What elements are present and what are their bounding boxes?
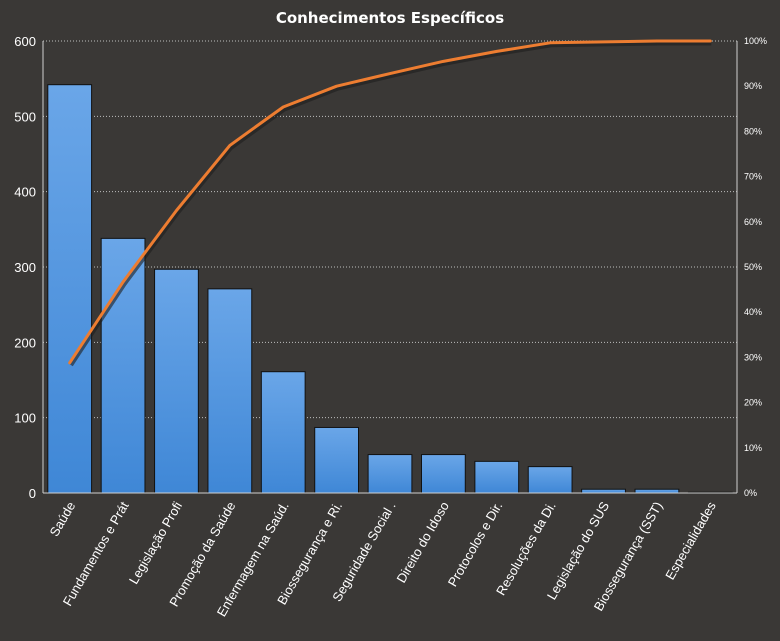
- y2-tick-label: 40%: [744, 307, 762, 317]
- y2-tick-label: 60%: [744, 217, 762, 227]
- x-tick-label: Saúde: [47, 499, 79, 539]
- chart-title: Conhecimentos Específicos: [276, 9, 504, 27]
- bars: [47, 84, 733, 494]
- cumulative-line-shadow: [68, 40, 712, 367]
- y2-tick-label: 20%: [744, 398, 762, 408]
- x-tick-label: Legislação Profi: [126, 499, 185, 587]
- x-tick-label: Protocolos e Dir.: [445, 499, 506, 589]
- y2-tick-label: 30%: [744, 352, 762, 362]
- bar: [474, 460, 520, 494]
- y2-tick-label: 100%: [744, 36, 767, 46]
- y-tick-label: 600: [14, 34, 36, 49]
- bar: [260, 371, 306, 494]
- cumulative-percentage-line: [68, 39, 712, 365]
- y-tick-label: 100: [14, 411, 36, 426]
- y2-tick-label: 90%: [744, 81, 762, 91]
- y-tick-label: 0: [29, 486, 36, 501]
- bar: [527, 466, 573, 494]
- y2-tick-label: 50%: [744, 262, 762, 272]
- bar: [367, 454, 413, 494]
- y2-tick-label: 70%: [744, 172, 762, 182]
- bar: [207, 288, 253, 494]
- y-tick-label: 400: [14, 185, 36, 200]
- bar: [100, 237, 146, 494]
- grid-lines: [43, 40, 737, 419]
- y-axis-secondary: 0% 10% 20% 30% 40% 50% 60% 70% 80% 90% 100%: [736, 36, 767, 498]
- x-tick-label: Especialidades: [662, 499, 719, 583]
- bar: [634, 488, 680, 494]
- bar: [420, 454, 466, 494]
- y-tick-label: 200: [14, 335, 36, 350]
- bar: [581, 488, 626, 494]
- y2-tick-label: 0%: [744, 488, 757, 498]
- y-tick-label: 300: [14, 260, 36, 275]
- bar: [154, 268, 199, 494]
- y2-tick-label: 10%: [744, 443, 762, 453]
- y-axis-primary: 0 100 200 300 400 500 600: [14, 34, 44, 501]
- bar: [47, 84, 93, 494]
- x-tick-label: Direito do Idoso: [393, 499, 452, 585]
- y-tick-label: 500: [14, 109, 36, 124]
- cumulative-line-layer: [68, 39, 712, 367]
- bar: [314, 426, 360, 494]
- x-tick-label: Resoluções da Di.: [493, 499, 559, 598]
- y2-tick-label: 80%: [744, 126, 762, 136]
